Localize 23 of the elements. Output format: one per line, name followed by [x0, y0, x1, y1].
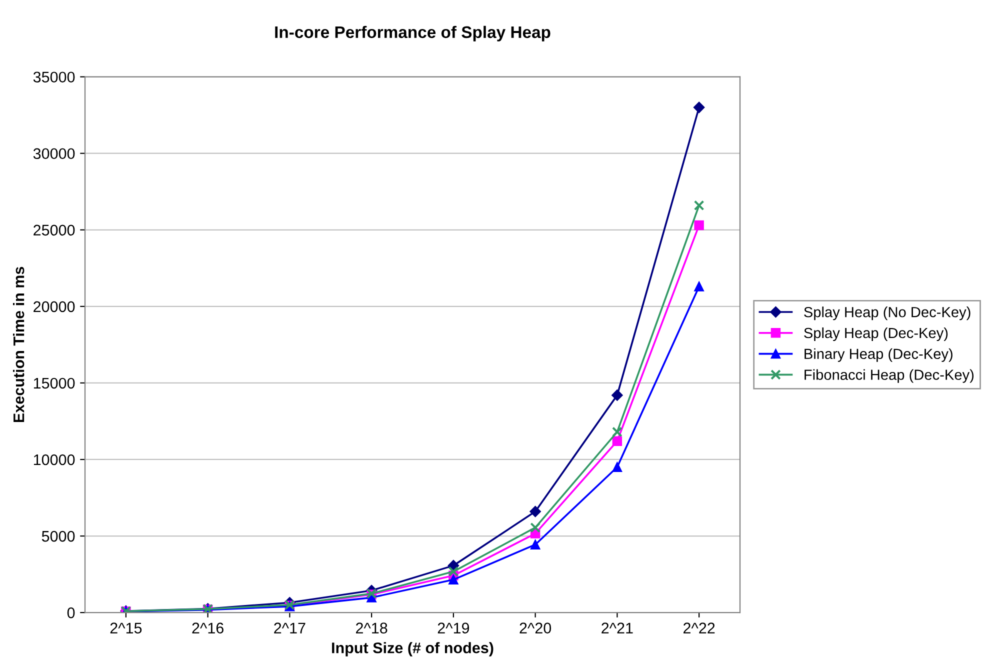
x-tick-label: 2^18: [356, 622, 388, 634]
y-tick-label: 15000: [34, 378, 75, 389]
y-axis-title: Execution Time in ms: [13, 266, 24, 422]
y-tick-label: 20000: [34, 301, 75, 312]
x-tick-label: 2^20: [520, 622, 552, 634]
x-tick-label: 2^17: [274, 622, 306, 634]
x-tick-label: 2^16: [192, 622, 224, 634]
y-tick-label: 10000: [34, 454, 75, 466]
y-tick-label: 35000: [33, 72, 75, 83]
x-tick-label: 2^19: [438, 622, 470, 634]
legend-label: Binary Heap (Dec-Key): [804, 348, 952, 362]
x-tick-label: 2^21: [602, 622, 633, 634]
y-tick-label: 0: [67, 607, 75, 618]
x-axis-title: Input Size (# of nodes): [332, 642, 494, 656]
legend-label: Fibonacci Heap (Dec-Key): [804, 369, 974, 383]
y-tick-label: 30000: [33, 148, 75, 160]
y-tick-label: 5000: [42, 530, 75, 542]
x-tick-label: 2^22: [684, 622, 715, 634]
legend-label: Splay Heap (Dec-Key): [804, 327, 948, 342]
y-tick-label: 25000: [34, 224, 75, 236]
x-tick-label: 2^15: [110, 622, 142, 634]
legend-label: Splay Heap (No Dec-Key): [804, 306, 970, 320]
chart-title: In-core Performance of Splay Heap: [275, 26, 550, 42]
